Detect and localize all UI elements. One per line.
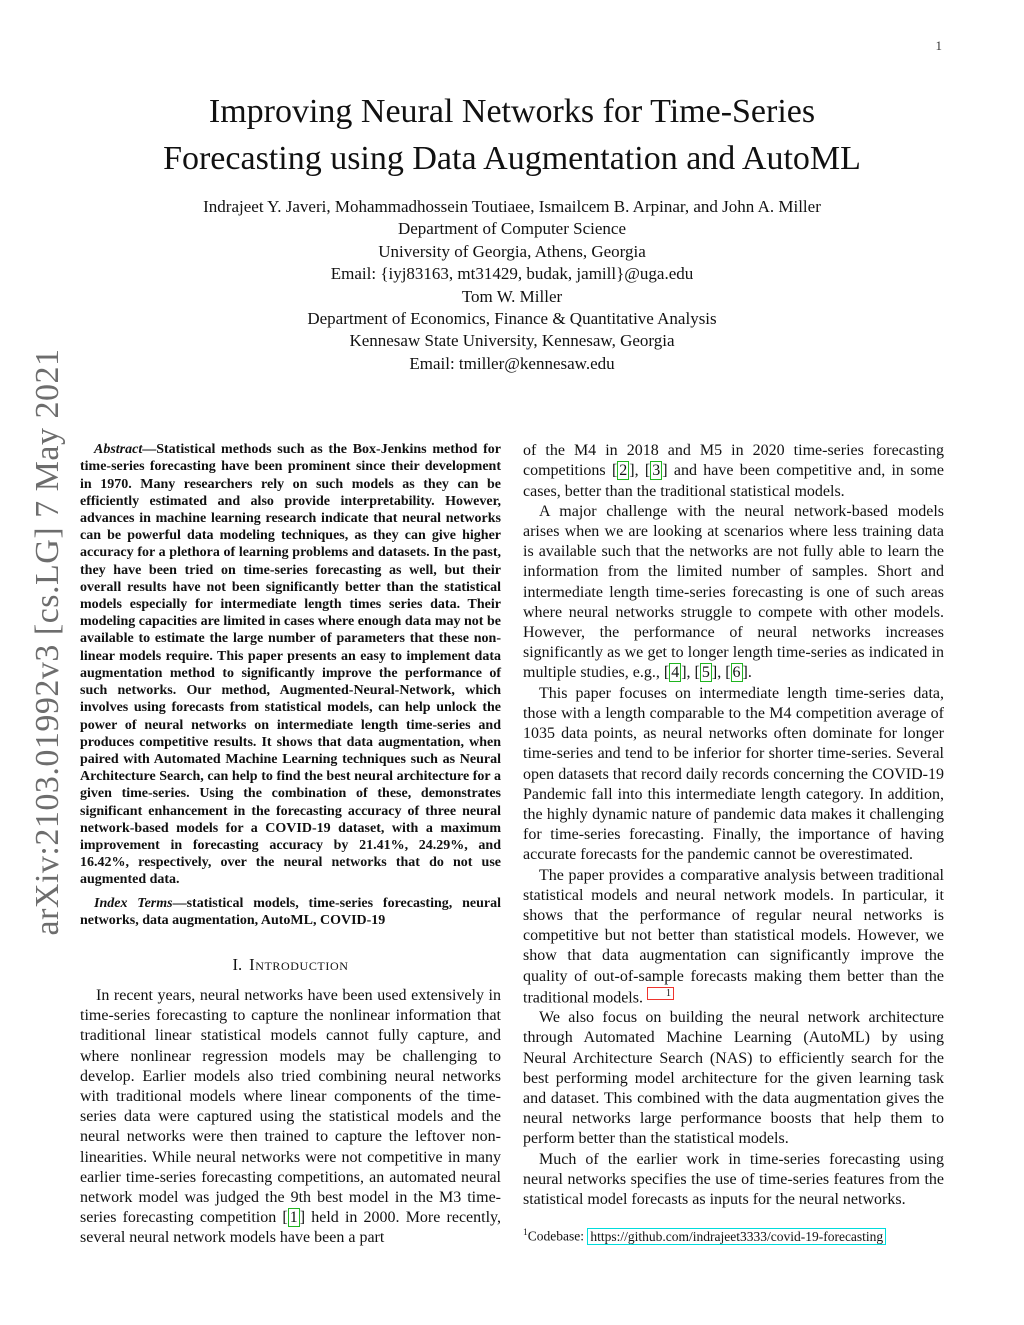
paper-title-line1: Improving Neural Networks for Time-Serie… [208, 93, 816, 130]
right-paragraph-2: A major challenge with the neural networ… [523, 502, 944, 683]
index-terms-paragraph: Index Terms—statistical models, time-ser… [80, 895, 501, 929]
paper-title: Improving Neural Networks for Time-Serie… [80, 88, 944, 182]
intro-paragraph-1: In recent years, neural networks have be… [80, 986, 502, 1247]
paper-title-line2: Forecasting using Data Augmentation and … [163, 140, 861, 177]
citation-link[interactable]: 5 [699, 663, 712, 683]
arxiv-watermark: arXiv:2103.01992v3 [cs.LG] 7 May 2021 [29, 348, 66, 936]
two-column-layout: Abstract—Statistical methods such as the… [80, 441, 944, 1248]
author-university-1: University of Georgia, Athens, Georgia [378, 241, 646, 261]
section-number: I. [232, 954, 243, 974]
footnote: 1Codebase: https://github.com/indrajeet3… [523, 1224, 944, 1246]
citation-link[interactable]: 1 [287, 1208, 300, 1228]
citation-link[interactable]: 6 [730, 663, 743, 683]
index-terms-label: Index Terms [94, 895, 173, 911]
author-university-2: Kennesaw State University, Kennesaw, Geo… [349, 331, 675, 351]
author-email-2: Email: tmiller@kennesaw.edu [409, 353, 615, 373]
citation-link[interactable]: 2 [617, 461, 630, 481]
abstract-text: —Statistical methods such as the Box-Jen… [80, 442, 501, 888]
author-department-2: Department of Economics, Finance & Quant… [307, 309, 717, 329]
author-block: Indrajeet Y. Javeri, Mohammadhossein Tou… [80, 196, 944, 375]
index-terms-text: —statistical models, time-series forecas… [80, 895, 502, 928]
footnote-link[interactable]: 1 [646, 986, 674, 1000]
abstract-label: Abstract [94, 442, 143, 458]
footnote-label: Codebase: [527, 1228, 588, 1244]
author-names: Indrajeet Y. Javeri, Mohammadhossein Tou… [203, 197, 821, 216]
codebase-url-link[interactable]: https://github.com/indrajeet3333/covid-1… [587, 1227, 887, 1245]
right-paragraph-1: of the M4 in 2018 and M5 in 2020 time-se… [523, 442, 944, 500]
citation-link[interactable]: 3 [650, 461, 663, 481]
abstract-paragraph: Abstract—Statistical methods such as the… [80, 441, 501, 888]
paper-content: Improving Neural Networks for Time-Serie… [80, 0, 944, 1249]
citation-link[interactable]: 4 [669, 663, 682, 683]
right-paragraph-5: We also focus on building the neural net… [523, 1009, 944, 1148]
author-email-1: Email: {iyj83163, mt31429, budak, jamill… [330, 264, 694, 284]
right-paragraph-6: Much of the earlier work in time-series … [523, 1150, 944, 1209]
section-heading-introduction: I. Introduction [80, 955, 501, 975]
page-number: 1 [935, 38, 943, 53]
right-paragraph-4: The paper provides a comparative analysi… [523, 866, 944, 1007]
right-column: of the M4 in 2018 and M5 in 2020 time-se… [523, 441, 944, 1248]
right-paragraph-3: This paper focuses on intermediate lengt… [523, 684, 944, 864]
author-name-2: Tom W. Miller [461, 286, 563, 306]
section-title: Introduction [249, 954, 349, 974]
author-department-1: Department of Computer Science [397, 219, 626, 239]
footnote-marker: 1 [523, 1228, 528, 1239]
left-column: Abstract—Statistical methods such as the… [80, 441, 501, 1248]
